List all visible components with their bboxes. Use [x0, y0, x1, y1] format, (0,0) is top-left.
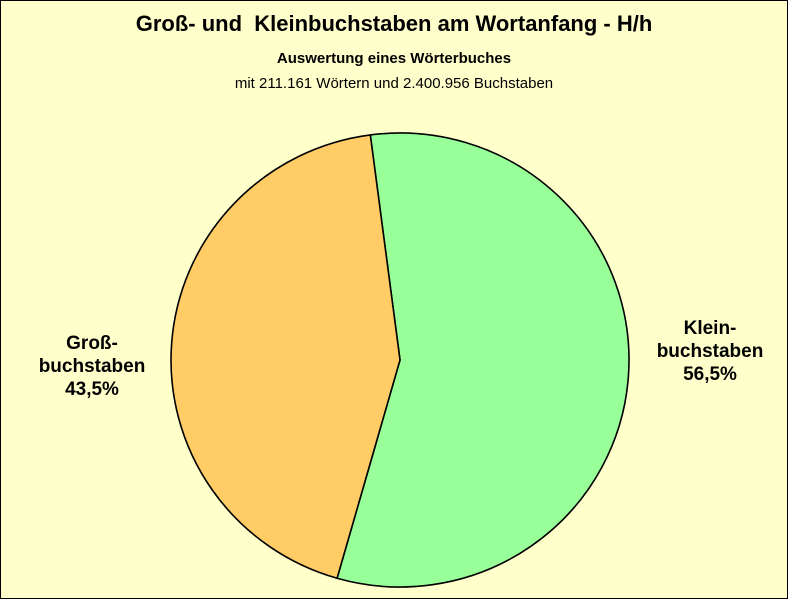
pie-slice-2	[170, 134, 401, 580]
slice-label-1: Klein-buchstaben 56,5%	[657, 318, 764, 385]
chart-subtitle: Auswertung eines Wörterbuches	[276, 50, 512, 67]
chart-subtitle-detail: mit 211.161 Wörtern und 2.400.956 Buchst…	[234, 75, 554, 92]
slice-label-2: Groß-buchstaben 43,5%	[39, 333, 146, 400]
chart-title: Groß- und Kleinbuchstaben am Wortanfang …	[135, 11, 653, 36]
pie-slice-1	[336, 132, 630, 588]
